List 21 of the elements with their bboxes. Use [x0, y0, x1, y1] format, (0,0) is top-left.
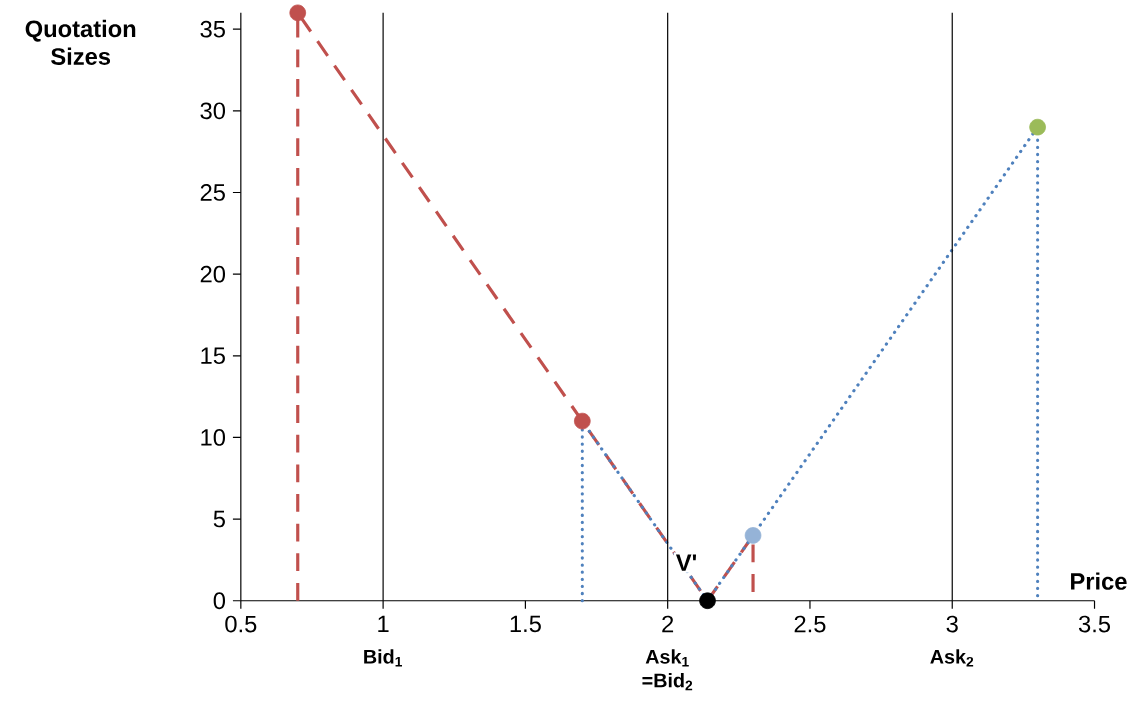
ref-line-label: Ask$_{1}$ =Bid$_{2}$	[642, 649, 693, 691]
y-tick-label: 25	[200, 183, 225, 201]
y-tick-label: 35	[200, 20, 225, 38]
y-tick-label: 0	[213, 592, 226, 610]
x-tick-label: 3	[946, 615, 958, 633]
x-tick-label: 3.5	[1078, 615, 1110, 633]
x-tick-label: 2.5	[794, 615, 826, 633]
y-tick-label: 20	[200, 265, 226, 283]
x-axis-title: Price	[1071, 572, 1127, 590]
y-tick-label: 30	[200, 102, 226, 120]
x-tick-label: 2	[662, 615, 674, 633]
y-tick-label: 10	[201, 428, 226, 446]
ref-line-label: Ask$_{2}$	[930, 649, 974, 667]
y-tick-label: 15	[201, 347, 225, 364]
y-axis-title: Quotation Sizes	[25, 19, 136, 65]
annotation: V'	[675, 554, 696, 571]
x-tick-label: 0.5	[225, 615, 257, 633]
x-tick-label: 1	[378, 615, 389, 632]
x-tick-label: 1.5	[510, 615, 541, 633]
y-tick-label: 5	[213, 510, 225, 528]
ref-line-label: Bid$_{1}$	[364, 649, 402, 667]
